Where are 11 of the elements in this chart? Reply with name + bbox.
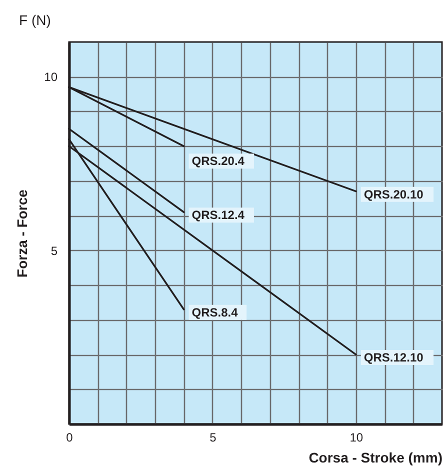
- x-axis-title: Corsa - Stroke (mm): [308, 450, 442, 466]
- text: F (N): [19, 12, 51, 28]
- x-tick-label: 10: [350, 430, 364, 444]
- x-tick-label: 5: [210, 430, 217, 444]
- series-label: QRS.12.4: [192, 208, 245, 222]
- x-tick-label: 0: [66, 430, 74, 444]
- y-axis-title: Forza - Force: [14, 189, 30, 278]
- series-label: QRS.20.4: [192, 154, 245, 168]
- series-label: QRS.12.10: [364, 350, 424, 365]
- series-label: QRS.8.4: [192, 305, 238, 320]
- series-label: QRS.20.10: [364, 187, 424, 202]
